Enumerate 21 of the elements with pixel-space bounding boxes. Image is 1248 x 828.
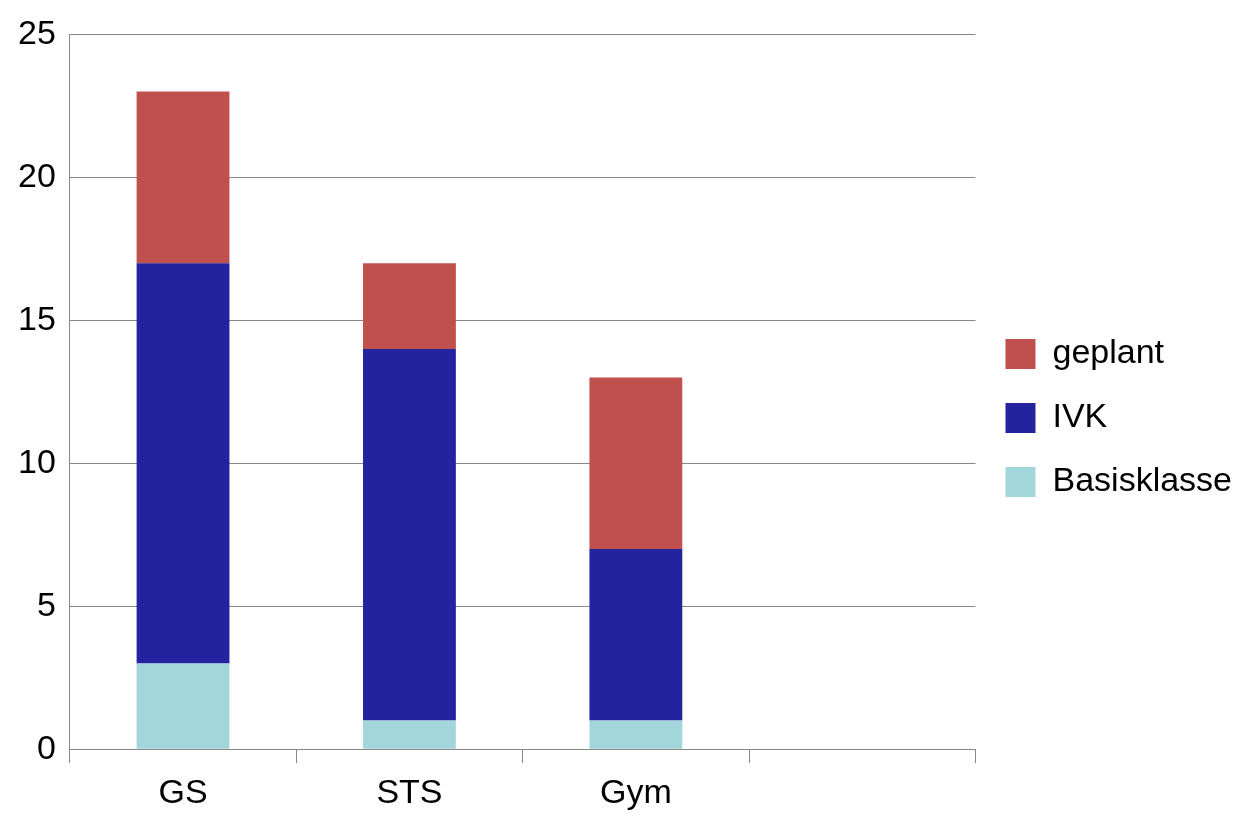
bar — [136, 663, 230, 749]
y-tick-label: 0 — [36, 727, 56, 766]
x-tick-label: STS — [376, 771, 443, 810]
y-tick-label: 15 — [17, 298, 56, 337]
legend-label: geplant — [1052, 332, 1165, 371]
y-tick-label: 5 — [36, 584, 56, 623]
bar — [363, 263, 456, 349]
legend-label: IVK — [1052, 396, 1108, 435]
y-tick-label: 20 — [17, 155, 56, 194]
y-tick-label: 10 — [17, 441, 56, 480]
x-tick-label: Gym — [599, 771, 672, 810]
bar — [363, 720, 456, 749]
legend-label: Basisklasse — [1052, 460, 1232, 499]
bar — [589, 549, 683, 721]
bar — [589, 720, 683, 749]
x-tick-label: GS — [158, 771, 208, 810]
bar — [136, 263, 230, 664]
bar — [589, 377, 683, 550]
bar — [363, 348, 456, 721]
y-tick-label: 25 — [17, 12, 56, 51]
bar — [136, 91, 230, 264]
